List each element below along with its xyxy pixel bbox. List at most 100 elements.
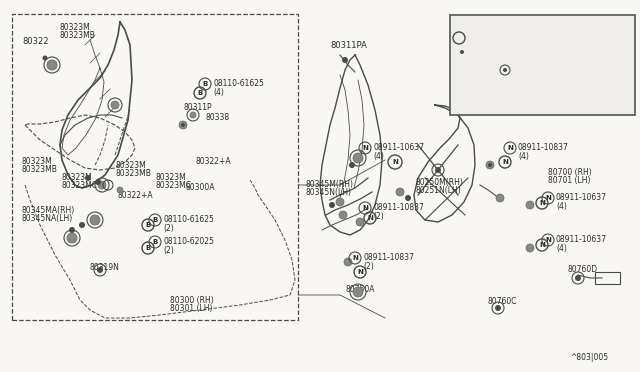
Circle shape xyxy=(356,218,364,226)
Text: (2): (2) xyxy=(363,262,374,270)
Text: N: N xyxy=(392,159,398,165)
Circle shape xyxy=(95,179,101,185)
Text: N: N xyxy=(507,145,513,151)
Text: B: B xyxy=(202,81,207,87)
Circle shape xyxy=(85,175,91,181)
Text: 80323M: 80323M xyxy=(62,173,93,183)
Text: 80345MA(RH): 80345MA(RH) xyxy=(22,205,76,215)
Text: N: N xyxy=(545,195,551,201)
Text: 80300A: 80300A xyxy=(185,183,214,192)
Circle shape xyxy=(90,215,100,225)
Bar xyxy=(12,14,298,320)
Circle shape xyxy=(329,202,335,208)
Circle shape xyxy=(111,101,119,109)
Text: 80338: 80338 xyxy=(205,113,229,122)
Text: (4): (4) xyxy=(556,244,567,253)
Text: 08310-61262: 08310-61262 xyxy=(467,33,523,42)
Text: 80250M(RH): 80250M(RH) xyxy=(415,177,463,186)
Text: 80322+A: 80322+A xyxy=(118,190,154,199)
Text: 80323M: 80323M xyxy=(115,160,146,170)
Text: 80311PA: 80311PA xyxy=(330,41,367,49)
Circle shape xyxy=(353,153,363,163)
Text: 80760C: 80760C xyxy=(488,298,518,307)
Text: 80322: 80322 xyxy=(22,38,49,46)
Text: 80300 (RH): 80300 (RH) xyxy=(170,295,214,305)
Text: 80319N: 80319N xyxy=(90,263,120,273)
Text: 08911-10837: 08911-10837 xyxy=(518,144,569,153)
Circle shape xyxy=(98,181,106,189)
Circle shape xyxy=(69,227,75,233)
Circle shape xyxy=(526,201,534,209)
Text: 80345NA(LH): 80345NA(LH) xyxy=(22,214,73,222)
Text: 80323MB: 80323MB xyxy=(60,32,96,41)
Text: 80323MC: 80323MC xyxy=(62,182,98,190)
Circle shape xyxy=(526,244,534,252)
Text: 80731 (LH): 80731 (LH) xyxy=(510,61,552,70)
Text: 80301 (LH): 80301 (LH) xyxy=(170,304,212,312)
Text: 80323M: 80323M xyxy=(155,173,186,183)
Circle shape xyxy=(496,194,504,202)
Text: B: B xyxy=(152,217,157,223)
Text: B: B xyxy=(145,222,150,228)
Text: 80345N(LH): 80345N(LH) xyxy=(305,189,351,198)
Circle shape xyxy=(435,167,441,173)
Text: 80760D: 80760D xyxy=(568,266,598,275)
Text: 80323M: 80323M xyxy=(60,23,91,32)
Text: 80322+A: 80322+A xyxy=(195,157,230,167)
Text: 80323M: 80323M xyxy=(22,157,52,167)
Text: 80730 (RH): 80730 (RH) xyxy=(510,51,554,60)
Text: 08911-10637: 08911-10637 xyxy=(373,144,424,153)
Circle shape xyxy=(344,258,352,266)
Circle shape xyxy=(342,57,348,63)
Circle shape xyxy=(79,222,85,228)
Text: 08911-10637: 08911-10637 xyxy=(556,235,607,244)
Text: (2): (2) xyxy=(373,212,384,221)
Circle shape xyxy=(405,195,411,201)
Bar xyxy=(595,272,620,284)
Text: (4): (4) xyxy=(213,89,224,97)
Text: (2): (2) xyxy=(163,246,173,254)
Text: (6): (6) xyxy=(467,44,479,52)
Text: (4): (4) xyxy=(556,202,567,211)
Circle shape xyxy=(97,267,103,273)
Circle shape xyxy=(349,162,355,168)
Text: 80251N(LH): 80251N(LH) xyxy=(415,186,461,195)
Circle shape xyxy=(47,60,57,70)
Circle shape xyxy=(339,211,347,219)
Text: F/POWER WINDOW: F/POWER WINDOW xyxy=(455,17,551,26)
Text: N: N xyxy=(367,215,373,221)
Text: 08911-10637: 08911-10637 xyxy=(556,193,607,202)
Text: 08911-10837: 08911-10837 xyxy=(373,203,424,212)
Circle shape xyxy=(190,112,196,118)
Circle shape xyxy=(42,55,47,61)
Text: B: B xyxy=(145,245,150,251)
Text: N: N xyxy=(502,159,508,165)
Text: 80323MC: 80323MC xyxy=(155,182,191,190)
Text: N: N xyxy=(539,242,545,248)
Text: 08110-61625: 08110-61625 xyxy=(213,80,264,89)
Text: 80311P: 80311P xyxy=(183,103,212,112)
Circle shape xyxy=(460,50,464,54)
Circle shape xyxy=(495,305,501,311)
Text: S: S xyxy=(456,35,461,41)
Text: (4): (4) xyxy=(373,151,384,160)
Text: N: N xyxy=(545,237,551,243)
Circle shape xyxy=(181,123,185,127)
Circle shape xyxy=(179,121,187,129)
Text: 80323MB: 80323MB xyxy=(22,166,58,174)
Circle shape xyxy=(486,161,494,169)
Text: 08911-10837: 08911-10837 xyxy=(363,253,414,263)
Circle shape xyxy=(488,163,492,167)
Bar xyxy=(450,15,635,115)
Text: ^803|005: ^803|005 xyxy=(570,353,608,362)
Circle shape xyxy=(67,233,77,243)
Circle shape xyxy=(336,198,344,206)
Text: 80750A: 80750A xyxy=(345,285,374,295)
Circle shape xyxy=(575,275,581,281)
Text: 80700 (RH): 80700 (RH) xyxy=(548,167,592,176)
Text: 80323MB: 80323MB xyxy=(115,169,151,177)
Circle shape xyxy=(117,187,123,193)
Circle shape xyxy=(353,287,363,297)
Text: B: B xyxy=(152,239,157,245)
Text: 08110-61625: 08110-61625 xyxy=(163,215,214,224)
